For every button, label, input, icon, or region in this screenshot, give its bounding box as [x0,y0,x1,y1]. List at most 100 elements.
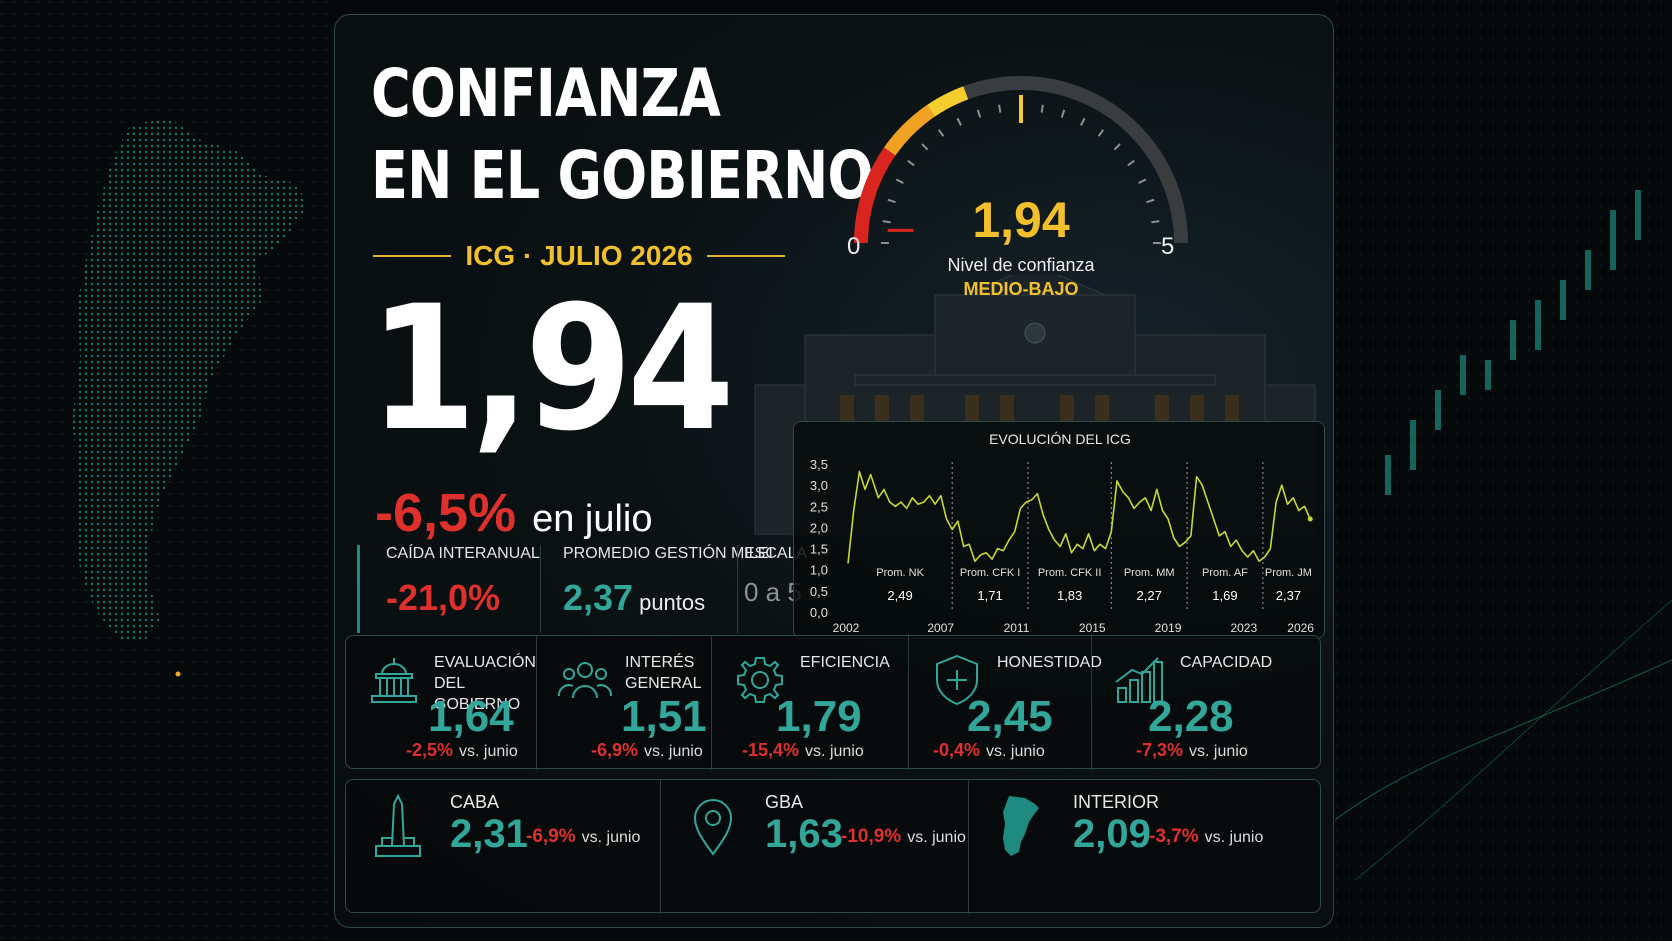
subtitle-text: ICG · JULIO 2026 [465,240,693,271]
title-line-1: CONFIANZA [371,55,721,132]
subtitle-rule-right [706,255,785,257]
metric-card: EFICIENCIA 1,79 -15,4% vs. junio [711,636,908,770]
metrics-panel: EVALUACIÓN DEL GOBIERNO 1,64 -2,5% vs. junio… [345,635,1321,770]
y-tick-label: 3,5 [810,457,828,472]
gauge-track [1020,76,1188,244]
gauge-fill-segment [890,130,908,148]
gauge-level: MEDIO-BAJO [963,279,1079,299]
metric-change-label: vs. junio [644,743,703,760]
headline-change: -6,5% en julio [375,482,653,544]
gauge-tick [1113,143,1121,151]
gauge-min: 0 [847,233,861,260]
region-card: GBA 1,63 -10,9% vs. junio [660,780,968,914]
stat-average-value: 2,37 [563,577,634,618]
gauge-value: 1,94 [972,192,1070,248]
headline-change-percent: -6,5% [375,483,517,543]
region-change-label: vs. junio [907,829,966,846]
candlestick-chart-background [1335,0,1672,941]
government-building-icon [366,652,422,708]
metric-change-percent: -2,5% [406,740,454,760]
metric-change: -0,4% vs. junio [933,740,1045,761]
region-change: -6,9% vs. junio [526,826,640,848]
title-line-2: EN EL GOBIERNO [371,136,874,214]
region-value: 2,09 [1073,812,1151,856]
metric-change-percent: -0,4% [933,740,981,760]
regions-panel: CABA 2,31 -6,9% vs. junio GBA 1,63 -10,9% vs. j… [345,779,1321,914]
gauge-tick [1097,129,1105,137]
summary-stats: CAÍDA INTERANUAL -21,0% PROMEDIO GESTIÓN… [357,545,807,633]
period-average: 1,83 [1057,588,1082,603]
gauge-fill-segment [873,155,891,172]
region-name: INTERIOR [1073,792,1160,812]
confidence-gauge: 1,94 Nivel de confianza MEDIO-BAJO 0 5 [831,43,1211,303]
gauge-tick [956,117,962,126]
region-name: CABA [450,792,500,812]
gauge-tick [1151,220,1160,224]
gauge-tick [1060,109,1066,118]
chart-title: EVOLUCIÓN DEL ICG [989,431,1131,447]
icg-line-chart: EVOLUCIÓN DEL ICG 3,5 3,0 2,5 2,0 1,5 1,0 0,5 0,… [810,431,1314,635]
stat-interannual-value: -21,0% [386,577,501,618]
obelisk-icon [368,793,428,858]
x-tick-label: 2007 [927,621,954,635]
stat-scale: ESCALA 0 a 5 [737,545,808,633]
gauge-tick [887,198,896,204]
gauge-fill-segment [935,93,953,112]
metric-card: INTERÉS GENERAL 1,51 -6,9% vs. junio [536,636,711,770]
gauge-fill-segment [884,138,902,156]
metric-value: 2,45 [967,692,1053,741]
metric-name: EFICIENCIA [800,652,890,673]
x-tick-label: 2023 [1230,621,1257,635]
period-label: Prom. JM [1265,567,1312,579]
gauge-fill-segment [865,172,883,189]
metric-name-line-1: CAPACIDAD [1180,654,1273,671]
metric-name-line-1: EVALUACIÓN [434,654,536,671]
gear-icon [732,652,788,708]
gauge-tick [1080,117,1086,126]
region-change: -3,7% vs. junio [1149,826,1263,848]
headline-value: 1,94 [369,268,735,469]
argentina-map-background [0,0,335,941]
period-average: 1,69 [1212,588,1237,603]
stat-scale-value: 0 a 5 [744,577,802,607]
metric-card: EVALUACIÓN DEL GOBIERNO 1,64 -2,5% vs. junio [346,636,536,770]
infographic-card: CONFIANZA EN EL GOBIERNO ICG · JULIO 202… [334,14,1334,928]
stat-interannual: CAÍDA INTERANUAL -21,0% [357,545,540,633]
gauge-caption: Nivel de confianza [947,255,1095,275]
page-title: CONFIANZA EN EL GOBIERNO [371,53,874,217]
metric-name: HONESTIDAD [997,652,1102,673]
gauge-max: 5 [1161,233,1175,260]
metric-name: INTERÉS GENERAL [625,652,701,694]
metric-change: -15,4% vs. junio [742,740,864,761]
gauge-tick [1146,198,1155,204]
metric-change-label: vs. junio [459,743,518,760]
gauge-tick [895,178,904,184]
people-group-icon [557,652,613,708]
gauge-fill-segment [954,86,969,103]
stat-scale-label: ESCALA [744,545,808,562]
metric-name-line-2: GENERAL [625,675,702,692]
region-card: CABA 2,31 -6,9% vs. junio [346,780,660,914]
stat-average-unit: puntos [639,590,706,615]
y-tick-label: 0,5 [810,584,828,599]
period-label: Prom. AF [1202,567,1248,579]
gauge-fill-segment [868,163,887,180]
series-line [847,470,1311,564]
period-label: Prom. NK [876,567,924,579]
region-change-label: vs. junio [1204,829,1264,846]
metric-name-line-1: HONESTIDAD [997,654,1102,671]
gauge-tick [1138,178,1147,184]
gauge-tick [1040,104,1044,113]
region-value: 2,31 [450,812,528,856]
y-tick-label: 3,0 [810,478,828,493]
series-last-point [1307,516,1313,522]
metric-value: 1,51 [621,692,707,741]
gauge-fill-segment [878,146,897,164]
y-tick-label: 0,0 [810,605,828,620]
period-label: Prom. CFK II [1038,567,1102,579]
metric-change: -7,3% vs. junio [1136,740,1248,761]
metric-change-percent: -6,9% [591,740,639,760]
gauge-fill-segment [896,123,915,141]
metric-name-line-2: DEL GOBIERNO [434,675,521,713]
metric-card: CAPACIDAD 2,28 -7,3% vs. junio [1091,636,1272,770]
